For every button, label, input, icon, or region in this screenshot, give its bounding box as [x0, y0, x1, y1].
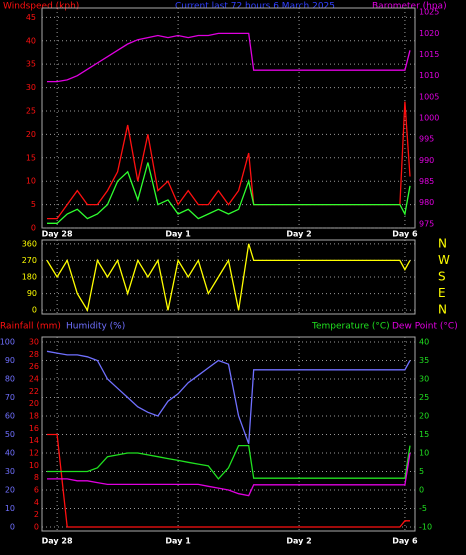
y2-tick-label: 1025	[419, 8, 439, 17]
y2-tick-label: 25	[419, 393, 429, 402]
y2-tick-label: 990	[419, 156, 434, 165]
legend-dew-point: Dew Point (°C)	[392, 322, 458, 332]
y-tick-label: 0	[31, 224, 36, 233]
y-tick-label: 35	[26, 60, 36, 69]
y-tick-label: 20	[5, 486, 15, 495]
series-line	[47, 162, 411, 224]
y-tick-label: 0	[10, 523, 15, 532]
y3-tick-label: 22	[29, 387, 39, 396]
y-axis-label: Windspeed (kph)	[3, 2, 79, 12]
series-line	[47, 452, 411, 497]
y-tick-label: 90	[5, 356, 15, 365]
y-tick-label: 40	[5, 449, 15, 458]
y3-tick-label: 14	[29, 436, 39, 445]
x-tick-label: Day 6	[392, 230, 418, 239]
y2-tick-label: N	[438, 303, 447, 317]
y2-tick-label: N	[438, 236, 447, 250]
legend-temperature: Temperature (°C)	[311, 322, 390, 332]
y-tick-label: 5	[31, 200, 36, 209]
y-tick-label: 20	[26, 130, 36, 139]
y2-tick-label: W	[438, 253, 450, 267]
y2-tick-label: 15	[419, 430, 429, 439]
y2-tick-label: E	[438, 286, 446, 300]
x-tick-label: Day 28	[42, 230, 73, 239]
y-tick-label: 180	[22, 273, 37, 282]
x-tick-label: Day 2	[286, 230, 311, 239]
x-tick-label: Day 6	[392, 537, 418, 546]
x-tick-label: Day 1	[165, 230, 191, 239]
y2-tick-label: 5	[419, 467, 424, 476]
y2-tick-label: 975	[419, 219, 434, 228]
y-tick-label: 70	[5, 393, 15, 402]
y2-tick-label: 1015	[419, 50, 439, 59]
y-tick-label: 50	[5, 430, 15, 439]
y3-tick-label: 10	[29, 461, 39, 470]
series-line	[47, 444, 411, 480]
y2-tick-label: 30	[419, 375, 429, 384]
series-line	[47, 433, 410, 528]
y-tick-label: 45	[26, 13, 36, 22]
series-line	[47, 32, 411, 83]
y3-tick-label: 30	[29, 338, 39, 347]
y2-tick-label: S	[438, 270, 446, 284]
legend-rainfall: Rainfall (mm)	[0, 322, 61, 332]
plot-frame	[41, 7, 416, 229]
y-tick-label: 270	[22, 256, 37, 265]
y-tick-label: 15	[26, 153, 36, 162]
plot-frame	[41, 239, 416, 315]
y3-tick-label: 26	[29, 362, 39, 371]
y2-tick-label: 1010	[419, 71, 439, 80]
y-tick-label: 30	[26, 83, 36, 92]
y3-tick-label: 24	[29, 375, 39, 384]
chart-title: Current last 72 hours 6 March 2025	[175, 2, 335, 12]
y3-tick-label: 20	[29, 399, 39, 408]
y2-tick-label: 995	[419, 135, 434, 144]
y2-tick-label: 1000	[419, 114, 439, 123]
y-tick-label: 30	[5, 467, 15, 476]
x-tick-label: Day 2	[286, 537, 311, 546]
y2-tick-label: 20	[419, 412, 429, 421]
y-tick-label: 90	[27, 289, 37, 298]
y-tick-label: 40	[26, 36, 36, 45]
y3-tick-label: 4	[34, 498, 39, 507]
y3-tick-label: 18	[29, 412, 39, 421]
series-line	[47, 101, 411, 220]
y2-tick-label: 985	[419, 177, 434, 186]
y-tick-label: 10	[26, 177, 36, 186]
y-tick-label: 10	[5, 504, 15, 513]
y2-tick-label: 40	[419, 338, 429, 347]
y2-tick-label: 0	[419, 486, 424, 495]
y2-tick-label: 10	[419, 449, 429, 458]
y2-tick-label: -10	[419, 523, 432, 532]
y3-tick-label: 28	[29, 350, 39, 359]
y2-tick-label: -5	[419, 504, 427, 513]
series-line	[46, 350, 411, 445]
y3-tick-label: 2	[34, 510, 39, 519]
y-tick-label: 60	[5, 412, 15, 421]
y-tick-label: 25	[26, 106, 36, 115]
y2-axis-label: Barometer (hpa)	[372, 2, 447, 12]
y-tick-label: 80	[5, 375, 15, 384]
legend-humidity: Humidity (%)	[66, 322, 125, 332]
series-line	[46, 243, 411, 312]
y3-tick-label: 8	[34, 473, 39, 482]
y3-tick-label: 0	[34, 523, 39, 532]
y2-tick-label: 980	[419, 198, 434, 207]
y2-tick-label: 35	[419, 356, 429, 365]
y2-tick-label: 1020	[419, 29, 439, 38]
y-tick-label: 0	[32, 306, 37, 315]
y3-tick-label: 16	[29, 424, 39, 433]
y-tick-label: 360	[22, 239, 37, 248]
y2-tick-label: 1005	[419, 92, 439, 101]
x-tick-label: Day 1	[165, 537, 191, 546]
y3-tick-label: 6	[34, 486, 39, 495]
y-tick-label: 100	[0, 338, 15, 347]
x-tick-label: Day 28	[42, 537, 73, 546]
y3-tick-label: 12	[29, 449, 39, 458]
